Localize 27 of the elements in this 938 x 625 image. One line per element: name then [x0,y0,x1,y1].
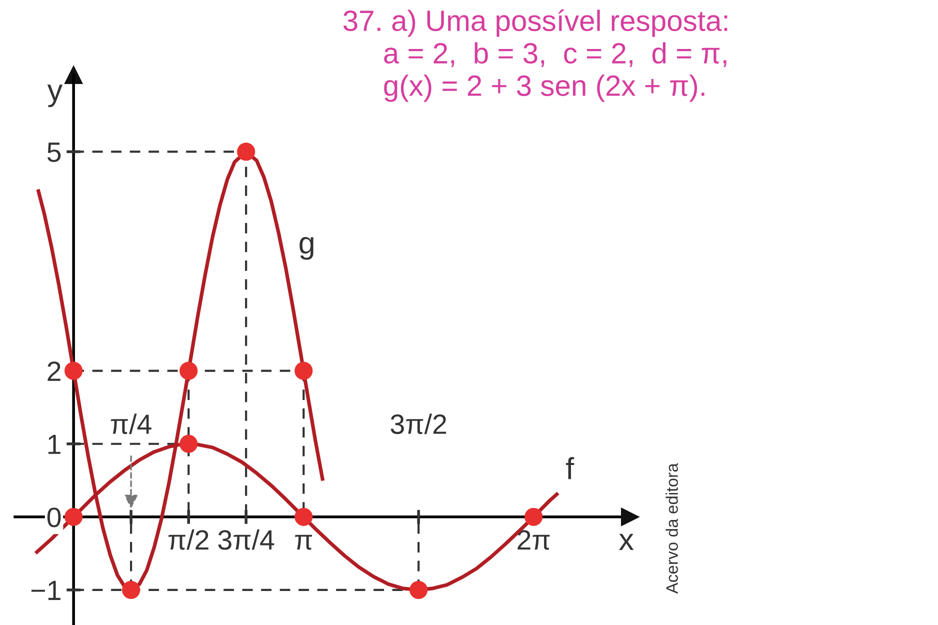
y-tick-label: 2 [48,361,60,381]
point [294,362,313,380]
y-tick-label: 0 [47,508,61,528]
point [180,362,198,380]
annotation: f [566,457,574,480]
y-tick-label: 5 [47,142,61,162]
point [237,142,256,161]
text: Acervo da editora [666,463,678,594]
annotation: π/4 [110,414,152,434]
annotation: g [300,237,314,260]
point [64,508,83,526]
x-tick-label: 3π/4 [218,529,274,550]
point [294,508,313,526]
x-tick-label: 2π [518,530,550,550]
y-tick-label: 1 [48,434,60,454]
point [180,434,198,453]
y-tick-label: −1 [31,580,60,600]
x-tick-label: π/2 [168,529,208,550]
x-axis-title: x [619,534,634,550]
point [64,362,83,380]
point [410,580,428,599]
x-tick-label: π [295,534,312,550]
annotation: 37. a) Uma possível resposta: a = 2, b = 3, c = 2, d = π, g(x) = 2 + 3 sen (2x + π). [343,9,728,102]
point [122,580,140,599]
point [524,508,543,526]
y-axis-title: y [47,84,63,108]
annotation: 3π/2 [390,414,446,434]
